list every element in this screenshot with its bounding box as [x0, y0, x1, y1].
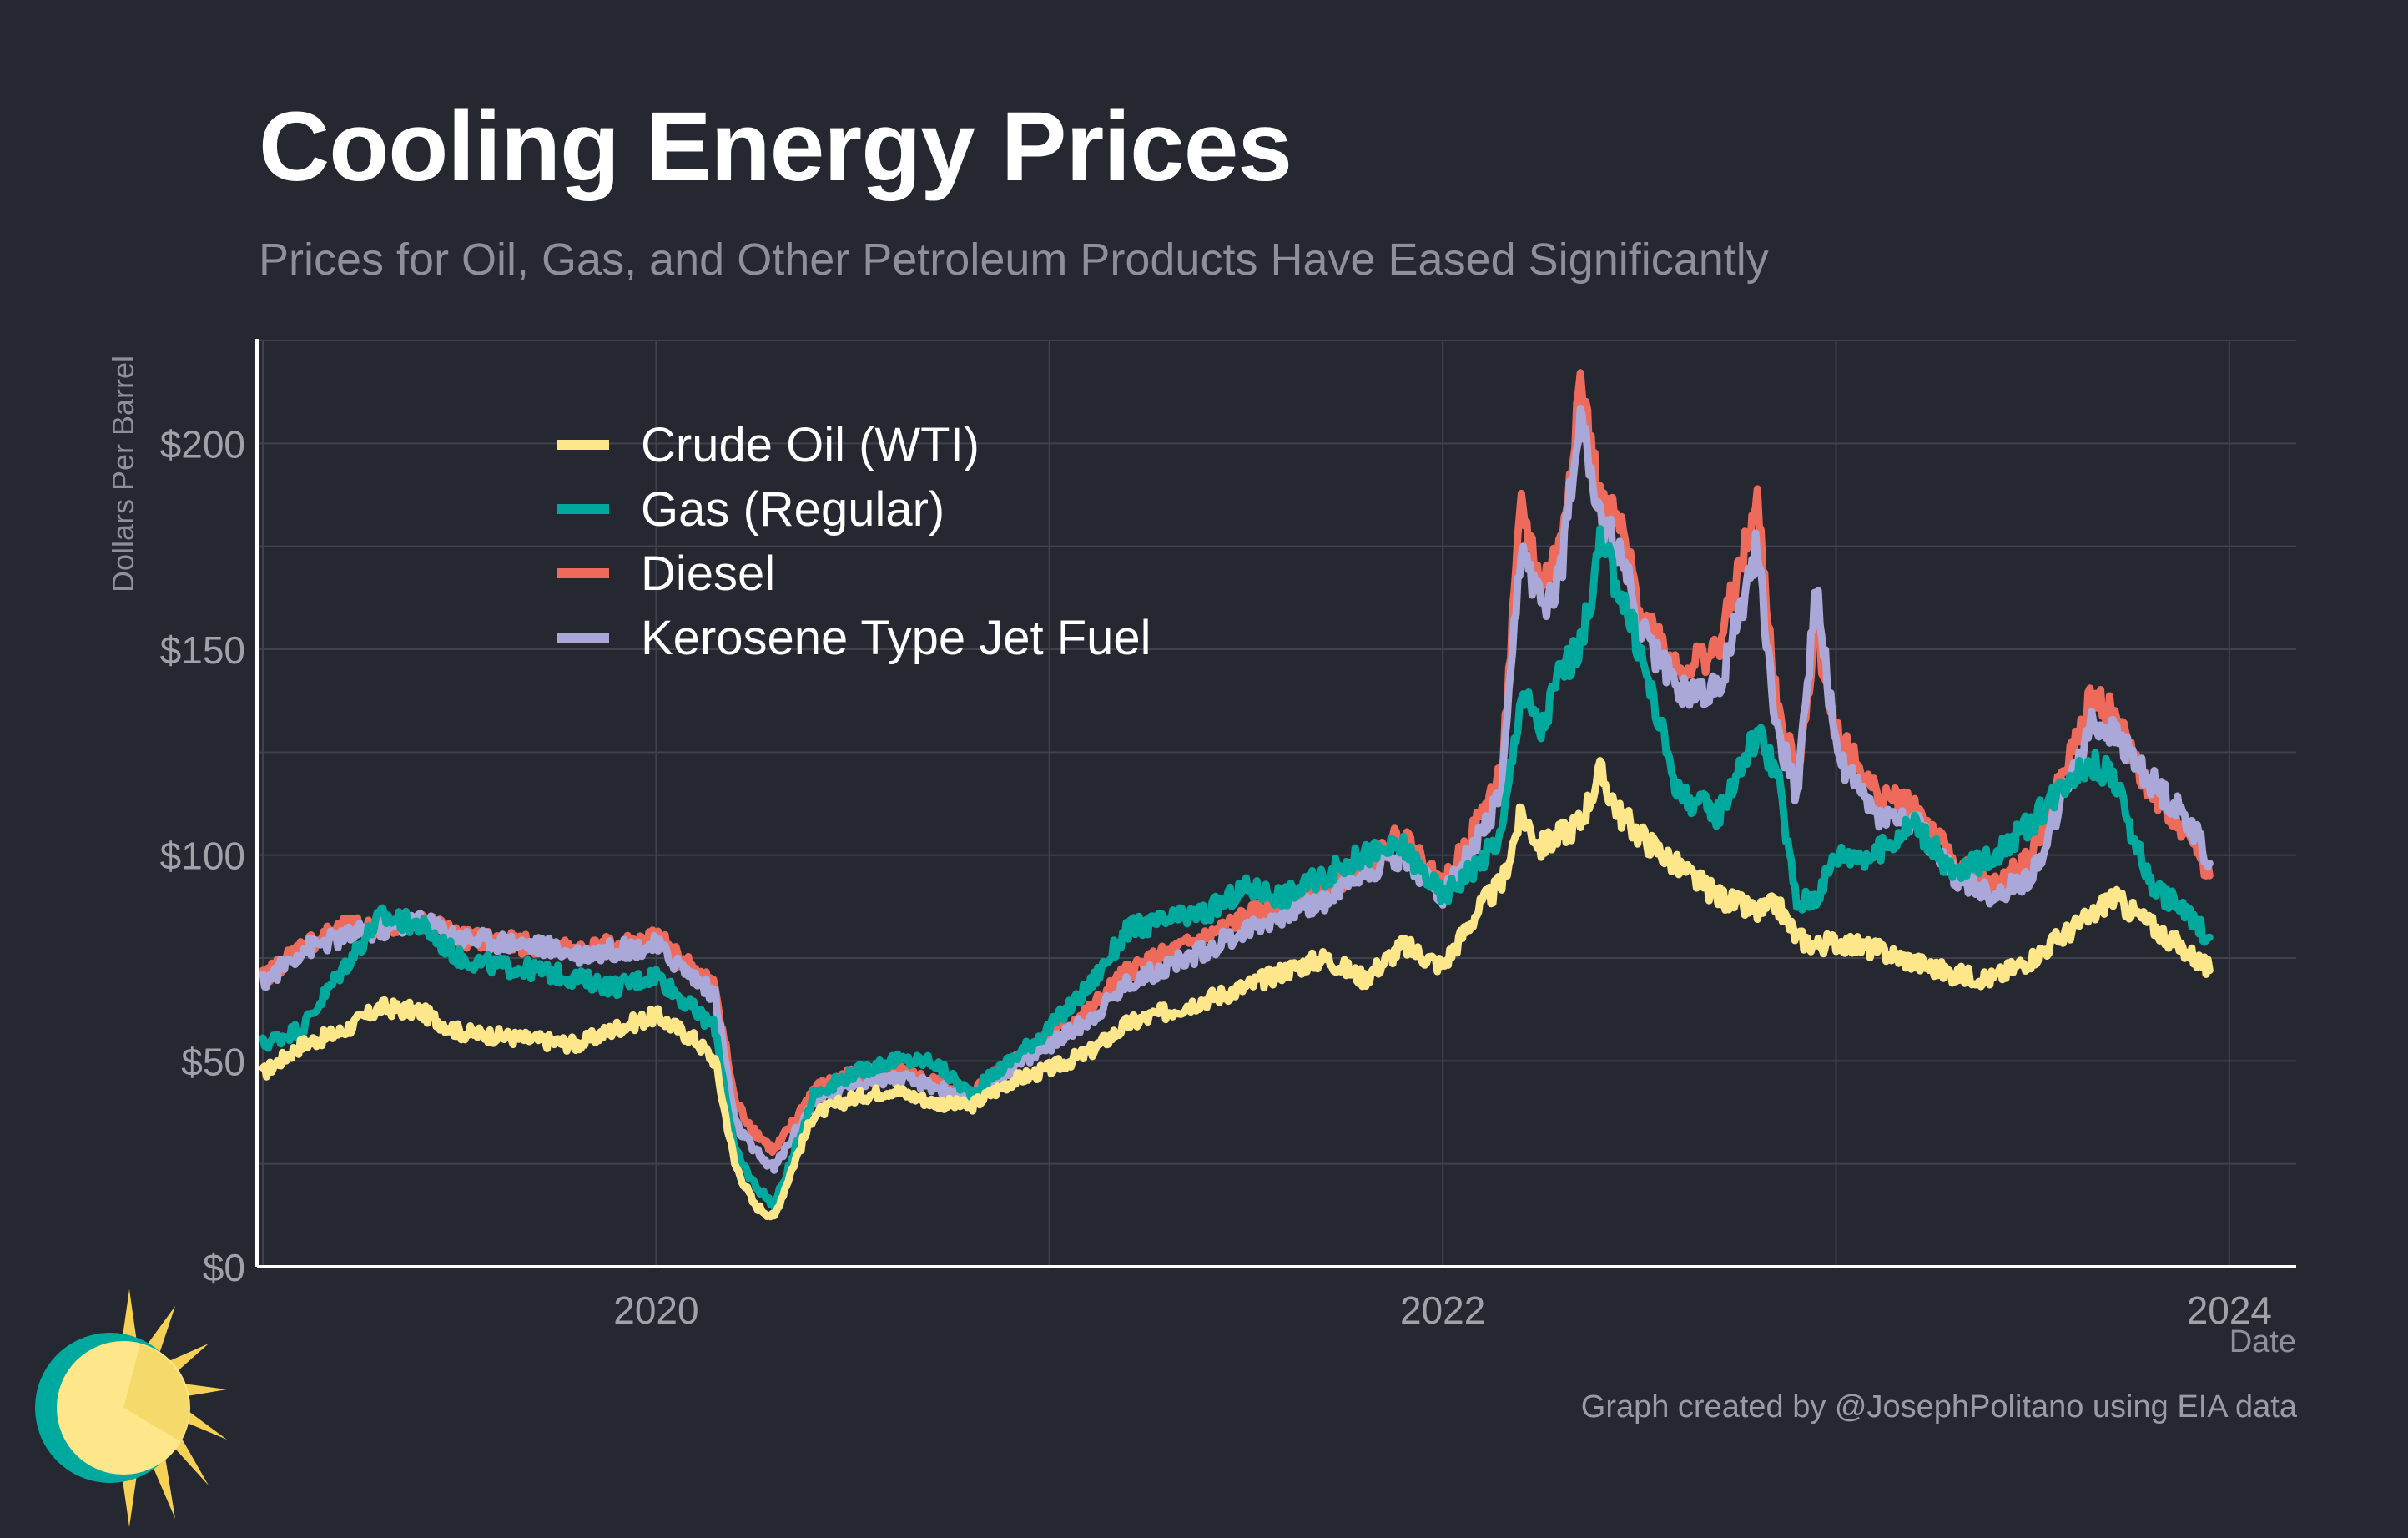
- x-tick-label: 2022: [1400, 1288, 1485, 1332]
- source-credit: Graph created by @JosephPolitano using E…: [1580, 1389, 2297, 1425]
- x-axis-label: Date: [2229, 1324, 2296, 1359]
- legend-label: Crude Oil (WTI): [641, 418, 980, 472]
- grid-lines: [257, 340, 2296, 1267]
- legend-label: Gas (Regular): [641, 482, 945, 537]
- sun-logo-icon: [35, 1289, 227, 1527]
- chart-title: Cooling Energy Prices: [259, 92, 1292, 202]
- y-tick-label: $150: [160, 628, 245, 672]
- y-tick-label: $200: [160, 422, 245, 466]
- x-tick-label: 2024: [2187, 1288, 2272, 1332]
- axes: [255, 339, 2296, 1268]
- series-lines: [259, 369, 2214, 1221]
- tick-labels: $0 $50 $100 $150 $200 2020 2022 2024: [160, 422, 2272, 1332]
- series-line-gas-regular: [259, 525, 2214, 1211]
- legend-label: Kerosene Type Jet Fuel: [641, 611, 1151, 665]
- legend: Crude Oil (WTI) Gas (Regular) Diesel Kerose…: [557, 418, 1151, 665]
- chart-subtitle: Prices for Oil, Gas, and Other Petroleum…: [259, 234, 1769, 285]
- y-tick-label: $50: [181, 1040, 245, 1083]
- x-tick-label: 2020: [613, 1288, 698, 1332]
- y-axis-label: Dollars Per Barrel: [106, 356, 140, 593]
- series-line-diesel: [259, 369, 2214, 1157]
- y-tick-label: $0: [203, 1246, 245, 1289]
- series-line-crude-oil-wti: [259, 757, 2214, 1221]
- legend-label: Diesel: [641, 547, 775, 601]
- y-tick-label: $100: [160, 835, 245, 878]
- series-line-kerosene-type-jet-fuel: [259, 404, 2214, 1174]
